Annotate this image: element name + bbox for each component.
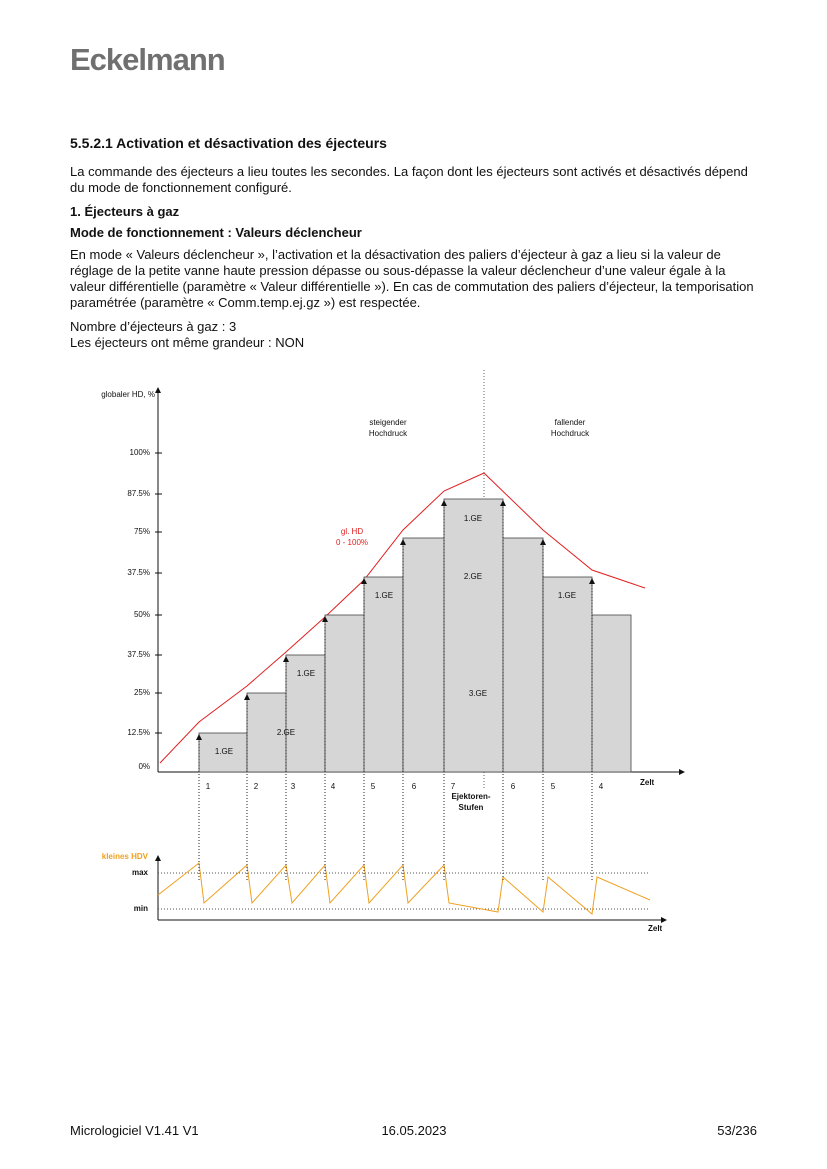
step-label: 7	[451, 782, 456, 791]
footer-left: Micrologiciel V1.41 V1	[70, 1123, 199, 1138]
bar	[198, 732, 248, 773]
steps-title: Stufen	[459, 803, 484, 812]
paragraph: La commande des éjecteurs a lieu toutes …	[70, 164, 748, 195]
bar-label: 1.GE	[558, 591, 576, 600]
bar-label: 1.GE	[297, 669, 315, 678]
phase-label: Hochdruck	[551, 429, 590, 438]
min-label: min	[134, 904, 148, 913]
bar	[285, 654, 326, 773]
hd-curve	[159, 472, 646, 764]
y-label: 100%	[130, 448, 150, 457]
step-label: 6	[511, 782, 516, 791]
step-label: 2	[254, 782, 259, 791]
text-line: Les éjecteurs ont même grandeur : NON	[70, 335, 305, 350]
bar	[443, 498, 504, 773]
lower-title: kleines HDV	[102, 852, 149, 861]
step-label: 4	[599, 782, 604, 791]
subheading: 1. Éjecteurs à gaz	[70, 204, 180, 219]
y-label: 25%	[134, 688, 150, 697]
step-label: 4	[331, 782, 336, 791]
hd-label: 0 - 100%	[336, 538, 368, 547]
y-axis-title: globaler HD, %	[101, 390, 155, 399]
step-label: 5	[551, 782, 556, 791]
x-axis-title: Zelt	[640, 778, 655, 787]
phase-label: fallender	[555, 418, 586, 427]
step-label: 5	[371, 782, 376, 791]
hdv-curve	[157, 862, 651, 915]
hd-label: gl. HD	[341, 527, 363, 536]
y-label: 50%	[134, 610, 150, 619]
bar-label: 1.GE	[375, 591, 393, 600]
logo: Eckelmann	[70, 42, 226, 77]
y-label: 37.5%	[127, 568, 150, 577]
bar-label: 1.GE	[464, 514, 482, 523]
bar-label: 3.GE	[469, 689, 487, 698]
x-axis-title: Zelt	[648, 924, 663, 933]
phase-label: Hochdruck	[369, 429, 408, 438]
bar	[363, 576, 404, 773]
steps-title: Ejektoren-	[451, 792, 490, 801]
y-label: 12.5%	[127, 728, 150, 737]
bar	[542, 576, 593, 773]
y-label: 37.5%	[127, 650, 150, 659]
max-label: max	[132, 868, 149, 877]
footer-center: 16.05.2023	[381, 1123, 447, 1138]
footer-right: 53/236	[717, 1123, 757, 1138]
phase-label: steigender	[369, 418, 407, 427]
bar-label: 2.GE	[464, 572, 482, 581]
step-label: 6	[412, 782, 417, 791]
y-label: 75%	[134, 527, 150, 536]
paragraph: En mode « Valeurs déclencheur », l’activ…	[70, 247, 754, 310]
step-label: 1	[206, 782, 211, 791]
subheading: Mode de fonctionnement : Valeurs déclenc…	[70, 225, 362, 240]
y-label: 0%	[138, 762, 150, 771]
heading: 5.5.2.1 Activation et désactivation des …	[70, 135, 387, 151]
bar-label: 1.GE	[215, 747, 233, 756]
text-line: Nombre d’éjecteurs à gaz : 3	[70, 319, 237, 334]
step-label: 3	[291, 782, 296, 791]
y-label: 87.5%	[127, 489, 150, 498]
